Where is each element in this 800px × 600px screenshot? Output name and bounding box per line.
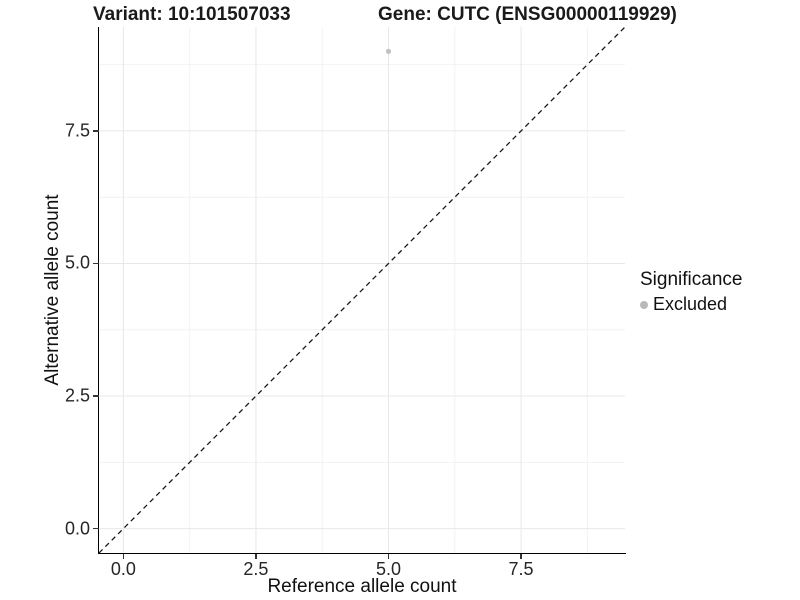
y-tick-mark (93, 395, 99, 397)
legend: Significance Excluded (640, 269, 742, 315)
legend-entry: Excluded (640, 294, 742, 315)
data-point (385, 48, 392, 54)
x-tick-mark (122, 553, 124, 559)
y-tick-mark (93, 262, 99, 265)
x-tick-label: 5.0 (375, 559, 402, 579)
y-tick-label: 2.5 (64, 385, 90, 406)
x-tick-mark (255, 553, 257, 559)
legend-label: Excluded (653, 294, 728, 314)
x-axis-line (97, 553, 627, 555)
y-tick-label: 5.0 (64, 252, 90, 273)
y-tick-label: 0.0 (64, 518, 90, 539)
y-axis-line (97, 27, 99, 555)
circle-icon (640, 300, 648, 309)
identity-dashed-line (99, 27, 625, 553)
x-tick-label: 2.5 (243, 559, 269, 579)
plot-panel (99, 27, 625, 553)
y-tick-label: 7.5 (64, 120, 90, 141)
x-tick-label: 7.5 (508, 559, 534, 579)
x-axis-title: Reference allele count (267, 576, 457, 597)
legend-entries: Excluded (640, 294, 742, 315)
plot-title-variant: Variant: 10:101507033 (93, 4, 291, 25)
y-tick-mark (93, 130, 99, 132)
plot-title-gene: Gene: CUTC (ENSG00000119929) (378, 4, 677, 25)
y-tick-mark (93, 528, 99, 530)
y-axis-title: Alternative allele count (42, 194, 63, 386)
legend-title: Significance (640, 269, 743, 290)
x-tick-mark (387, 553, 390, 559)
x-tick-label: 0.0 (110, 559, 136, 579)
x-tick-mark (520, 553, 522, 559)
